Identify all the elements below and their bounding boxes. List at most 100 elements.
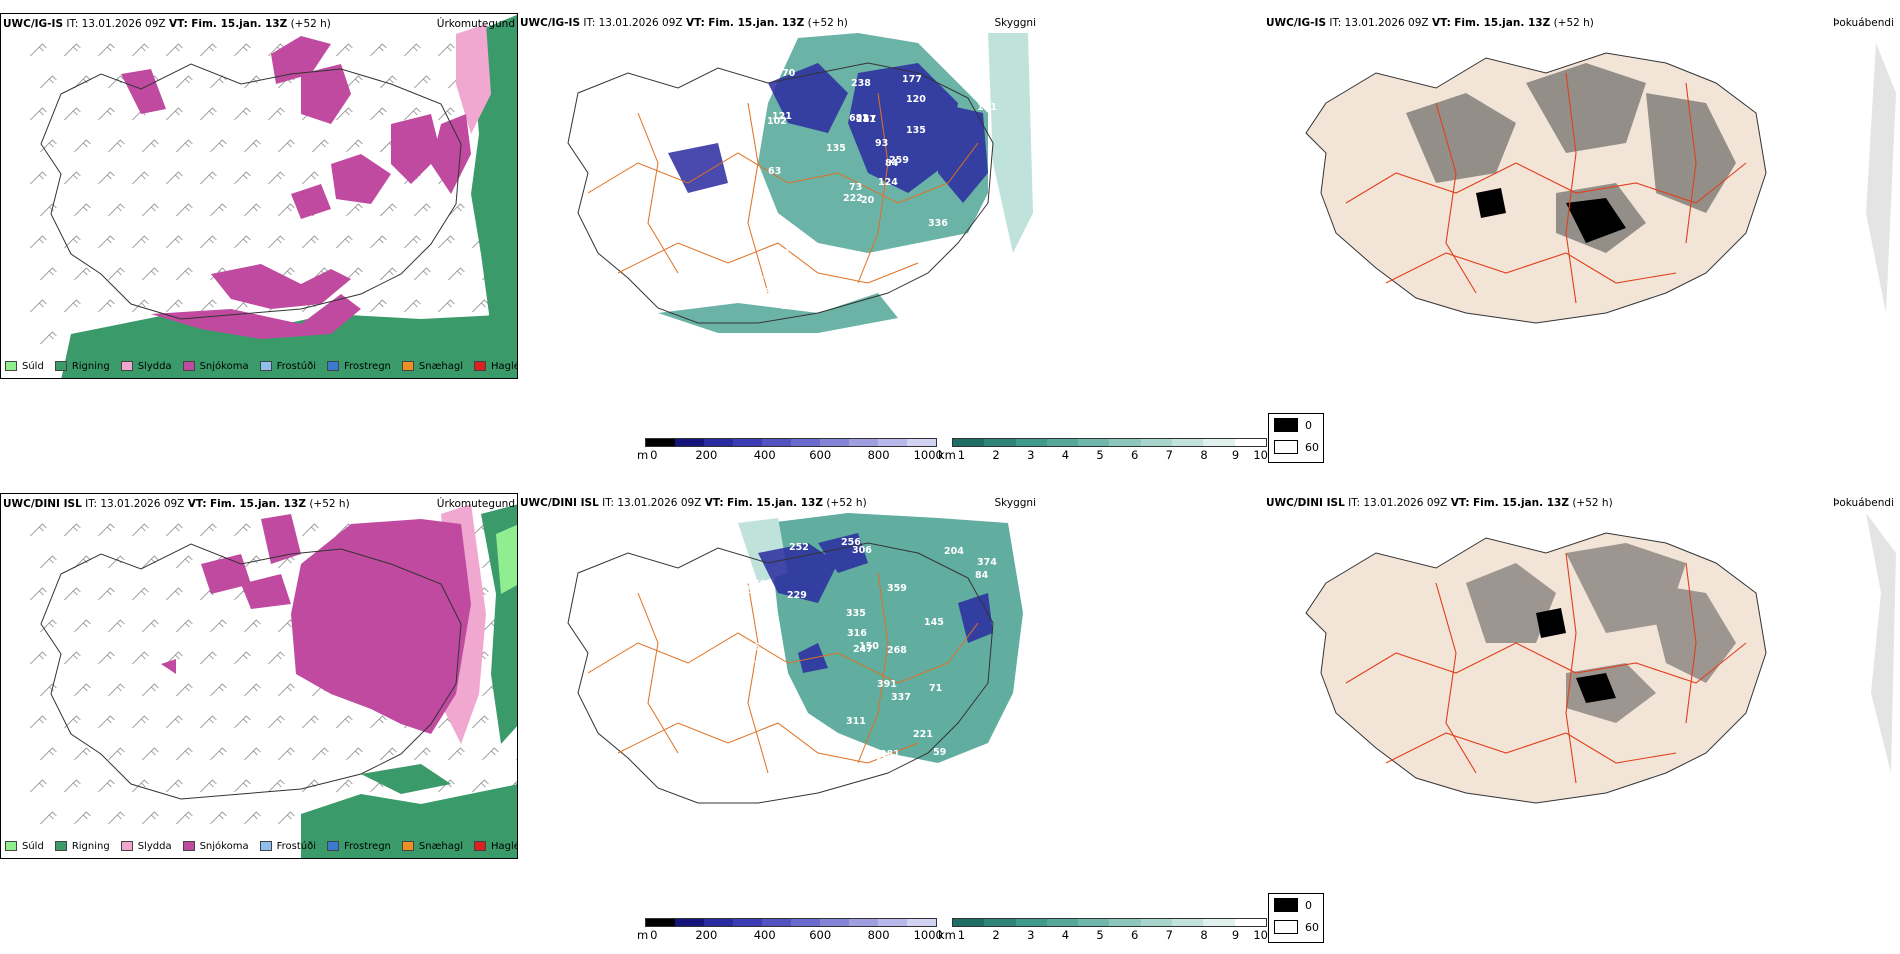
wind-barb [380,267,397,281]
legend-item: 60 [1269,436,1323,458]
wind-barb [278,747,295,761]
wind-barb [40,331,57,345]
ceiling-value-label: 682 [849,113,869,124]
visibility-colorbar-bars [952,918,1267,927]
wind-barb [142,747,159,761]
wind-barb [98,107,115,121]
wind-barb [278,811,295,825]
wind-barb [132,171,149,185]
wind-barb [108,203,125,217]
ceiling-value-label: 211 [856,114,876,125]
fog-legend: 0 60 [1268,413,1324,463]
wind-barb [98,43,115,57]
wind-barb [370,715,387,729]
wind-barb [132,715,149,729]
wind-barb [234,651,251,665]
tick-label: 800 [867,448,890,462]
ceiling-value-label: 57 [863,114,876,125]
wind-barb [234,171,251,185]
visibility-map-bottom: 626 306 145 374 376 314 216 359 335 204 150 71 256 66… [518,493,1038,833]
legend-label: Súld [22,840,44,852]
wind-barb [336,715,353,729]
wind-barb [176,747,193,761]
wind-barb [482,747,499,761]
issue-time: IT: 13.01.2026 09Z [602,497,702,509]
wind-barb [40,555,57,569]
tick-label: 8 [1200,928,1208,942]
ceiling-value-label: 792 [793,756,813,767]
wind-barb [210,747,227,761]
legend-label: Súld [22,360,44,372]
wind-barb [74,267,91,281]
ceiling-value-label: 316 [847,628,867,639]
ceiling-value-label: 265 [876,753,896,764]
wind-barb [200,235,217,249]
wind-barb [380,747,397,761]
tick-label: 800 [867,928,890,942]
wind-barb [278,203,295,217]
legend-label: Slydda [137,840,172,852]
ceiling-value-label: 237 [798,276,818,287]
tick-label: 2 [992,448,1000,462]
model-name: UWC/DINI ISL [1266,497,1345,509]
tick-label: 9 [1231,448,1240,462]
precip-type-panel-top: UWC/IG-IS IT: 13.01.2026 09Z VT: Fim. 15… [0,13,518,379]
ceiling-value-label: 337 [891,692,911,703]
wind-barb [142,267,159,281]
wind-barb [166,587,183,601]
legend-label: Rigning [71,360,110,372]
tick-label: 0 [650,448,658,462]
ceiling-value-label: 336 [928,218,948,229]
wind-barb [40,747,57,761]
legend-item: 60 [1269,916,1323,938]
wind-barb [244,203,261,217]
ceiling-value-label: 256 [841,537,861,548]
ceiling-value-label: 65 [791,720,804,731]
visibility-panel-bottom: 626 306 145 374 376 314 216 359 335 204 150 71 256 66… [518,493,1038,833]
wind-barb [132,779,149,793]
ceiling-value-label: 268 [887,645,907,656]
wind-barb [30,235,47,249]
ceiling-value-label: 20 [861,195,875,206]
precip-type-map-top [1,14,517,378]
legend-item: Súld [5,841,44,852]
ceiling-value-label: 626 [740,642,760,653]
wind-barb [200,43,217,57]
legend-item: Snæhagl [401,361,463,372]
legend-swatch [474,361,487,371]
ceiling-value-label: 229 [787,590,807,601]
tick-label: 6 [1131,928,1139,942]
lead-time: (+52 h) [826,497,867,509]
valid-time: Fim. 15.jan. 13Z [1472,497,1569,509]
wind-barb [268,107,285,121]
valid-time: Fim. 15.jan. 13Z [726,497,823,509]
ceiling-value-label: 259 [889,155,909,166]
legend-label: Slydda [137,360,172,372]
wind-barb [302,523,319,537]
wind-barb [234,523,251,537]
legend-swatch [5,841,17,851]
wind-barb [166,779,183,793]
model-name: UWC/IG-IS [1266,17,1327,29]
model-name: UWC/DINI ISL [3,498,82,510]
panel-title: Úrkomutegund [436,498,515,510]
ceiling-colorbar-bars [645,438,937,447]
ceiling-value-label: 121 [772,111,792,122]
fog-legend: 0 60 [1268,893,1324,943]
wind-barb [132,651,149,665]
wind-barb [30,587,47,601]
tick-label: 200 [695,448,718,462]
road-network [587,92,979,294]
wind-barb [346,203,363,217]
wind-barb [30,651,47,665]
legend-label: Haglél [491,840,517,852]
wind-barb [472,715,489,729]
wind-barb [244,747,261,761]
valid-label: VT: [1450,497,1470,509]
ceiling-value-label: 311 [846,716,866,727]
legend-swatch [120,361,133,371]
legend-swatch [259,841,272,851]
ceiling-value-label: 124 [878,177,898,188]
wind-barb [30,779,47,793]
wind-barb [302,171,319,185]
